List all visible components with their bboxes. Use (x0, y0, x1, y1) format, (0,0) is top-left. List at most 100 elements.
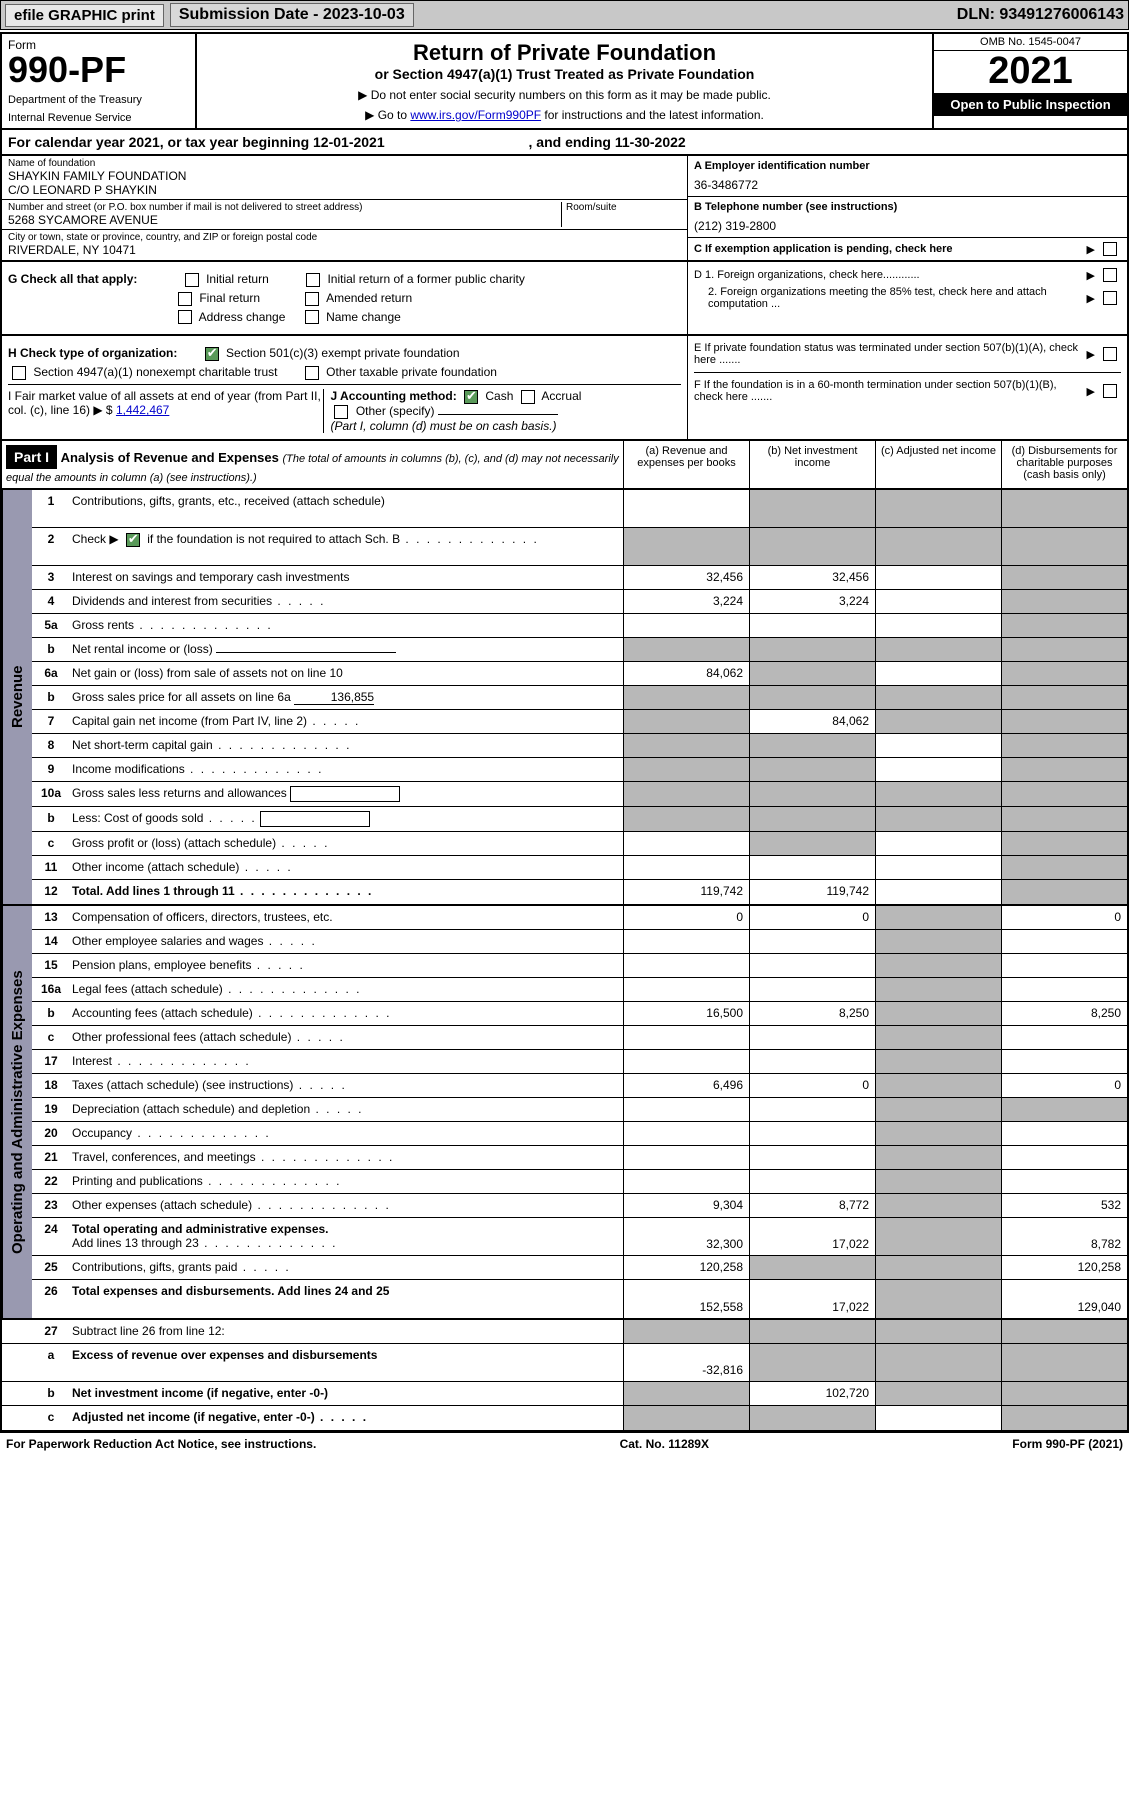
r27a-a: -32,816 (623, 1344, 749, 1381)
row20-desc: Occupancy (70, 1122, 623, 1145)
dept-treasury: Department of the Treasury (8, 94, 189, 106)
footer-center: Cat. No. 11289X (620, 1437, 709, 1451)
i-block: I Fair market value of all assets at end… (8, 389, 323, 433)
e-checkbox[interactable] (1103, 347, 1117, 361)
d2-checkbox[interactable] (1103, 291, 1117, 305)
f-checkbox[interactable] (1103, 384, 1117, 398)
row5a-desc: Gross rents (70, 614, 623, 637)
row13-desc: Compensation of officers, directors, tru… (70, 906, 623, 929)
j-cash-checkbox[interactable] (464, 390, 478, 404)
row16b-desc: Accounting fees (attach schedule) (70, 1002, 623, 1025)
h-other: Other taxable private foundation (326, 365, 497, 379)
h-501c3: Section 501(c)(3) exempt private foundat… (226, 346, 459, 360)
address-row: Number and street (or P.O. box number if… (2, 200, 687, 230)
street-address: 5268 SYCAMORE AVENUE (8, 213, 561, 227)
j-accrual-checkbox[interactable] (521, 390, 535, 404)
row9-desc: Income modifications (70, 758, 623, 781)
exemption-row: C If exemption application is pending, c… (688, 238, 1127, 260)
cal-year-end: , and ending 11-30-2022 (529, 134, 686, 150)
g-initial-former-checkbox[interactable] (306, 273, 320, 287)
r24-b: 17,022 (749, 1218, 875, 1255)
form-header-center: Return of Private Foundation or Section … (197, 34, 932, 128)
form-header-right: OMB No. 1545-0047 2021 Open to Public In… (932, 34, 1127, 128)
hij-section: H Check type of organization: Section 50… (0, 336, 1129, 440)
footer-right: Form 990-PF (2021) (1012, 1437, 1123, 1451)
form-instr1: ▶ Do not enter social security numbers o… (203, 88, 926, 102)
r18-d: 0 (1001, 1074, 1127, 1097)
row27-desc: Subtract line 26 from line 12: (70, 1320, 623, 1343)
form-instr2: ▶ Go to www.irs.gov/Form990PF for instru… (203, 108, 926, 122)
row27a-desc: Excess of revenue over expenses and disb… (70, 1344, 623, 1381)
hij-left: H Check type of organization: Section 50… (2, 336, 687, 438)
r24-d: 8,782 (1001, 1218, 1127, 1255)
foundation-name1: SHAYKIN FAMILY FOUNDATION (8, 169, 681, 183)
g-amended: Amended return (326, 291, 412, 305)
row26-desc: Total expenses and disbursements. Add li… (70, 1280, 623, 1318)
caret-icon: ▶ (1087, 348, 1095, 361)
revenue-side-label: Revenue (2, 490, 32, 904)
expenses-side-label: Operating and Administrative Expenses (2, 906, 32, 1318)
row6b-desc: Gross sales price for all assets on line… (70, 686, 623, 709)
r23-d: 532 (1001, 1194, 1127, 1217)
r4-a: 3,224 (623, 590, 749, 613)
e-label: E If private foundation status was termi… (694, 342, 1083, 366)
caret-icon: ▶ (1087, 385, 1095, 398)
g-initial-return-checkbox[interactable] (185, 273, 199, 287)
revenue-table: Revenue 1Contributions, gifts, grants, e… (0, 490, 1129, 906)
g-name: Name change (326, 310, 401, 324)
g-label: G Check all that apply: (8, 272, 137, 286)
r25-d: 120,258 (1001, 1256, 1127, 1279)
form-number: 990-PF (8, 52, 189, 88)
r23-a: 9,304 (623, 1194, 749, 1217)
form990pf-link[interactable]: www.irs.gov/Form990PF (410, 108, 541, 122)
caret-icon: ▶ (1087, 243, 1095, 256)
d1-row: D 1. Foreign organizations, check here..… (694, 268, 1121, 282)
foundation-name-row: Name of foundation SHAYKIN FAMILY FOUNDA… (2, 156, 687, 200)
h-4947-checkbox[interactable] (12, 366, 26, 380)
r6b-val: 136,855 (294, 690, 374, 705)
city-value: RIVERDALE, NY 10471 (8, 243, 681, 257)
page-footer: For Paperwork Reduction Act Notice, see … (0, 1432, 1129, 1455)
phone-value: (212) 319-2800 (694, 219, 1121, 233)
row12-desc: Total. Add lines 1 through 11 (70, 880, 623, 904)
h-label: H Check type of organization: (8, 346, 177, 360)
info-left: Name of foundation SHAYKIN FAMILY FOUNDA… (2, 156, 687, 260)
d2-label: 2. Foreign organizations meeting the 85%… (694, 286, 1083, 310)
part1-header-row: Part I Analysis of Revenue and Expenses … (0, 441, 1129, 490)
col-b-head: (b) Net investment income (749, 441, 875, 488)
j-other-checkbox[interactable] (334, 405, 348, 419)
col-d-head: (d) Disbursements for charitable purpose… (1001, 441, 1127, 488)
row10a-desc: Gross sales less returns and allowances (70, 782, 623, 806)
row16c-desc: Other professional fees (attach schedule… (70, 1026, 623, 1049)
row17-desc: Interest (70, 1050, 623, 1073)
ef-right: E If private foundation status was termi… (687, 336, 1127, 438)
d2-row: 2. Foreign organizations meeting the 85%… (694, 286, 1121, 310)
r26-d: 129,040 (1001, 1280, 1127, 1318)
d1-checkbox[interactable] (1103, 268, 1117, 282)
row27b-desc: Net investment income (if negative, ente… (70, 1382, 623, 1405)
room-label: Room/suite (566, 202, 681, 213)
h-other-checkbox[interactable] (305, 366, 319, 380)
form-header-left: Form 990-PF Department of the Treasury I… (2, 34, 197, 128)
col-c-head: (c) Adjusted net income (875, 441, 1001, 488)
h-501c3-checkbox[interactable] (205, 347, 219, 361)
i-fmv-value: 1,442,467 (116, 403, 169, 417)
r27b-b: 102,720 (749, 1382, 875, 1405)
g-final-checkbox[interactable] (178, 292, 192, 306)
g-name-checkbox[interactable] (305, 310, 319, 324)
row11-desc: Other income (attach schedule) (70, 856, 623, 879)
part1-title-cell: Part I Analysis of Revenue and Expenses … (2, 441, 623, 488)
ein-row: A Employer identification number 36-3486… (688, 156, 1127, 197)
row6a-desc: Net gain or (loss) from sale of assets n… (70, 662, 623, 685)
d-right: D 1. Foreign organizations, check here..… (687, 262, 1127, 334)
r26-b: 17,022 (749, 1280, 875, 1318)
submission-date: Submission Date - 2023-10-03 (170, 3, 414, 27)
row3-desc: Interest on savings and temporary cash i… (70, 566, 623, 589)
efile-print-button[interactable]: efile GRAPHIC print (5, 4, 164, 27)
g-amended-checkbox[interactable] (305, 292, 319, 306)
foundation-name2: C/O LEONARD P SHAYKIN (8, 183, 681, 197)
schb-checkbox[interactable] (126, 533, 140, 547)
g-address-checkbox[interactable] (178, 310, 192, 324)
row7-desc: Capital gain net income (from Part IV, l… (70, 710, 623, 733)
c-checkbox[interactable] (1103, 242, 1117, 256)
